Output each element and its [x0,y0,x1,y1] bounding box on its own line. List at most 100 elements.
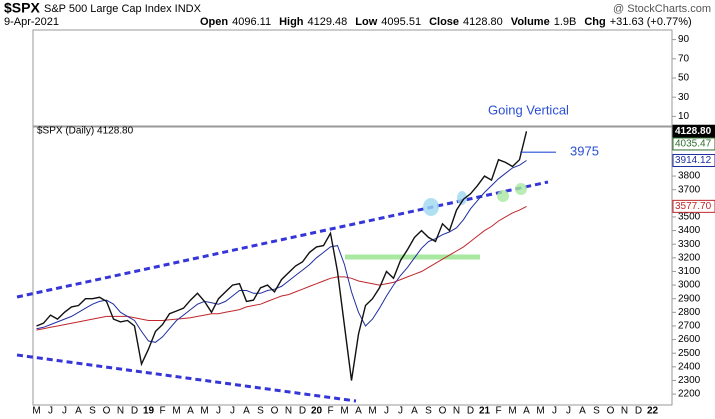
x-tick-label: F [159,406,165,417]
quote-label: Close [429,16,459,28]
quote-value: 4096.11 [232,16,271,28]
trendline-upper [16,180,549,299]
x-tick-label: A [523,406,530,417]
x-tick-label: 21 [479,406,491,417]
symbol: $SPX [4,0,40,16]
index-name: S&P 500 Large Cap Index INDX [44,3,202,15]
x-tick-label: F [495,406,501,417]
quote-value: +31.63 (+0.77%) [610,16,692,28]
y-tick-label: 3400 [678,225,701,236]
plot [36,131,528,381]
x-tick-label: A [243,406,250,417]
y-tick-label: 2400 [678,361,701,372]
x-tick-label: O [271,406,279,417]
y-tick-label: 3000 [678,280,701,291]
x-tick-label: A [579,406,586,417]
y-tick-label: 3800 [678,171,701,182]
quote-label: Volume [511,16,550,28]
x-tick-label: J [62,406,67,417]
y-tick-label: 2300 [678,375,701,386]
x-tick-label: N [621,406,628,417]
highlight [457,191,467,205]
y-tick-label: 50 [678,73,690,84]
y-tick-label: 3200 [678,252,701,263]
date: 9-Apr-2021 [4,16,59,28]
x-tick-label: M [172,406,180,417]
x-tick-label: M [32,406,40,417]
quote-label: Chg [584,16,605,28]
y-tick-label: 2900 [678,293,701,304]
quote: Open 4096.11 High 4129.48 Low 4095.51 Close 412… [200,16,692,28]
highlight [423,198,439,216]
x-tick-label: M [368,406,376,417]
highlight [515,183,527,195]
y-tick-label: 2500 [678,348,701,359]
price-tag [672,137,715,151]
trendline-lower [16,353,357,403]
source: @ StockCharts.com [613,3,711,15]
price-tag-label: 3577.70 [675,201,712,212]
level-label: 3975 [570,144,599,159]
x-tick-label: N [453,406,460,417]
annotation: Going Vertical [488,102,569,117]
price-tag-label: 3914.12 [675,155,712,166]
x-tick-label: M [508,406,516,417]
x-tick-label: D [635,406,642,417]
x-tick-label: N [285,406,292,417]
price-tag [672,124,715,138]
x-tick-label: S [257,406,264,417]
y-tick-label: 2200 [678,389,701,400]
x-tick-label: M [200,406,208,417]
x-tick-label: M [340,406,348,417]
y-tick-label: 2700 [678,321,701,332]
y-tick-label: 30 [678,92,690,103]
quote-label: Open [200,16,228,28]
y-tick-label: 3500 [678,212,701,223]
x-tick-label: O [103,406,111,417]
price-tag-label: 4035.47 [675,139,712,150]
quote-value: 4129.48 [308,16,348,28]
price-panel [32,126,673,406]
x-tick-label: A [187,406,194,417]
x-tick-label: D [131,406,138,417]
price-tag [672,154,715,168]
y-tick-label: 3100 [678,266,701,277]
x-tick-label: S [89,406,96,417]
x-tick-label: A [411,406,418,417]
x-tick-label: A [75,406,82,417]
series-line [36,160,527,343]
quote-label: High [279,16,304,28]
indicator-panel [32,29,673,127]
x-tick-label: D [299,406,306,417]
x-tick-label: J [566,406,571,417]
x-tick-label: M [536,406,544,417]
quote-value: 1.9B [554,16,577,28]
x-tick-label: O [607,406,615,417]
price-tag-label: 4128.80 [675,126,712,137]
x-tick-label: J [230,406,235,417]
x-tick-label: F [327,406,333,417]
quote-label: Low [355,16,377,28]
quote-value: 4095.51 [381,16,421,28]
y-tick-label: 70 [678,53,690,64]
x-tick-label: J [216,406,221,417]
x-tick-label: J [384,406,389,417]
x-tick-label: J [398,406,403,417]
price-tag [672,199,715,213]
x-tick-label: D [467,406,474,417]
x-tick-label: O [439,406,447,417]
y-tick-label: 2600 [678,334,701,345]
x-tick-label: 19 [143,406,155,417]
x-tick-label: 22 [647,406,659,417]
series-line [36,205,527,331]
legend: $SPX (Daily) 4128.80 [37,126,134,137]
x-tick-label: J [552,406,557,417]
y-tick-label: 3700 [678,184,701,195]
x-tick-label: S [593,406,600,417]
x-tick-label: 20 [311,406,323,417]
series-line [36,131,528,381]
x-tick-label: J [48,406,53,417]
y-tick-label: 90 [678,34,690,45]
x-tick-label: N [117,406,124,417]
